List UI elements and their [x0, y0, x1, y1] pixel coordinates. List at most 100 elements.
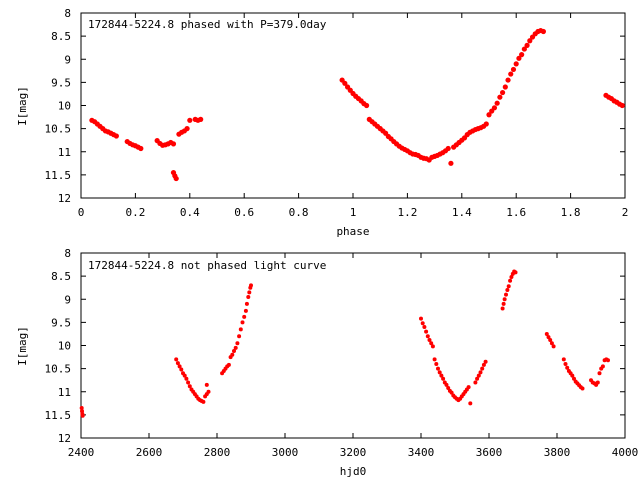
unphased-data-point [429, 341, 434, 346]
phased-y-tick-label: 10 [58, 100, 71, 113]
unphased-data-point [182, 373, 187, 378]
unphased-data-point [80, 413, 85, 418]
unphased-data-point [436, 366, 440, 371]
unphased-data-point [466, 385, 471, 390]
phased-data-point [521, 46, 527, 52]
unphased-data-point [480, 366, 485, 371]
unphased-data-point [468, 401, 473, 406]
unphased-data-point [437, 370, 442, 375]
unphased-data-points [79, 269, 610, 418]
unphased-data-point [513, 270, 518, 275]
unphased-data-point [502, 297, 507, 302]
unphased-data-point [570, 373, 575, 378]
unphased-data-point [186, 380, 191, 385]
phased-data-point [173, 175, 179, 182]
unphased-data-point [243, 308, 248, 313]
unphased-x-tick-label: 4000 [612, 446, 639, 459]
phased-data-points [89, 27, 625, 182]
unphased-data-point [595, 380, 600, 385]
unphased-data-point [174, 357, 179, 362]
phased-data-point [491, 105, 498, 111]
phased-axis-ticks: 0 0.2 0.4 0.6 0.8 1 1.2 1.4 1.6 1.8 2 8 8.5 9 9.5 10 10.… [45, 7, 629, 219]
unphased-data-point [242, 314, 247, 319]
unphased-x-tick-label: 3800 [544, 446, 571, 459]
unphased-y-tick-label: 9.5 [51, 316, 71, 329]
unphased-y-tick-label: 10.5 [45, 363, 72, 376]
unphased-data-point [475, 376, 480, 381]
unphased-data-point [500, 306, 505, 311]
phased-data-point [170, 141, 177, 147]
phased-data-point [497, 94, 503, 100]
phased-y-tick-label: 9.5 [51, 76, 71, 89]
unphased-data-point [563, 362, 568, 366]
phased-x-tick-label: 1.8 [561, 206, 581, 219]
phased-data-point [619, 102, 625, 109]
unphased-data-point [240, 320, 245, 325]
unphased-x-tick-label: 2600 [136, 446, 163, 459]
unphased-data-point [505, 288, 510, 292]
unphased-data-point [175, 361, 180, 366]
unphased-data-point [179, 367, 184, 372]
unphased-data-point [206, 389, 211, 394]
unphased-data-point [230, 352, 235, 357]
unphased-data-point [79, 405, 84, 410]
phased-x-tick-label: 1.6 [506, 206, 526, 219]
unphased-data-point [506, 284, 511, 289]
unphased-data-point [184, 376, 189, 381]
phased-data-point [483, 121, 489, 127]
phased-x-tick-label: 0.8 [289, 206, 309, 219]
unphased-x-tick-label: 2400 [68, 446, 95, 459]
phased-data-point [513, 61, 519, 67]
unphased-data-point [237, 334, 242, 339]
phased-y-tick-label: 9 [64, 53, 71, 66]
unphased-data-point [444, 382, 449, 387]
phased-data-point [540, 28, 547, 35]
unphased-data-point [501, 301, 506, 306]
phased-x-tick-label: 1.2 [397, 206, 417, 219]
phased-data-point [519, 52, 525, 58]
unphased-data-point [226, 362, 231, 367]
unphased-data-point [504, 292, 508, 297]
unphased-x-tick-label: 3600 [476, 446, 503, 459]
phased-y-tick-label: 12 [58, 192, 71, 205]
phased-data-point [198, 116, 204, 122]
phased-y-tick-label: 8 [64, 7, 71, 20]
unphased-data-point [238, 327, 243, 332]
phased-x-tick-label: 0.4 [180, 206, 200, 219]
unphased-data-point [551, 344, 556, 349]
unphased-data-point [565, 365, 570, 370]
phased-data-point [138, 145, 144, 152]
unphased-data-point [425, 334, 430, 339]
unphased-y-tick-label: 9 [64, 293, 71, 306]
phased-y-tick-label: 8.5 [51, 30, 71, 43]
unphased-data-point [441, 376, 446, 381]
phased-light-curve-chart: 172844-5224.8 phased with P=379.0day pha… [16, 7, 628, 238]
unphased-data-point [549, 341, 554, 346]
phased-plot-frame [80, 12, 626, 199]
unphased-data-point [204, 382, 209, 387]
phased-x-tick-label: 1.4 [452, 206, 472, 219]
phased-x-tick-label: 0.6 [234, 206, 254, 219]
unphased-x-tick-label: 2800 [204, 446, 231, 459]
unphased-data-point [427, 337, 432, 342]
phased-data-point [187, 117, 193, 123]
unphased-data-point [432, 357, 437, 362]
phased-data-point [505, 77, 511, 83]
phased-data-point [516, 55, 522, 61]
unphased-x-tick-label: 3000 [272, 446, 299, 459]
unphased-data-point [187, 384, 192, 389]
phased-data-point [527, 38, 533, 44]
unphased-data-point [600, 364, 605, 369]
unphased-data-point [473, 380, 478, 385]
unphased-data-point [434, 362, 439, 366]
phased-y-tick-label: 11 [58, 146, 71, 159]
unphased-data-point [606, 358, 610, 363]
phased-y-tick-label: 11.5 [45, 169, 72, 182]
unphased-y-tick-label: 10 [58, 340, 71, 353]
phased-data-point [448, 160, 454, 166]
phased-data-point [500, 89, 506, 96]
unphased-chart-title: 172844-5224.8 not phased light curve [88, 259, 326, 272]
phased-data-point [113, 133, 119, 139]
phased-x-tick-label: 0 [78, 206, 85, 219]
